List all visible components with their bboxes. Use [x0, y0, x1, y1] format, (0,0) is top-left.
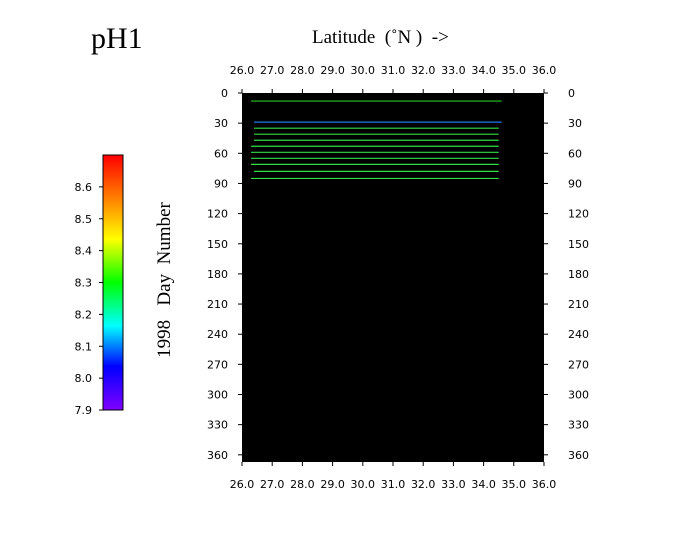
x-tick-label-top: 29.0 [320, 64, 345, 77]
y-tick-label-left: 210 [207, 298, 228, 311]
x-tick-label-top: 30.0 [351, 64, 376, 77]
y-tick-label-right: 0 [568, 87, 575, 100]
y-tick-label-left: 330 [207, 419, 228, 432]
x-tick-label-top: 34.0 [471, 64, 496, 77]
y-tick-label-right: 60 [568, 147, 582, 160]
x-tick-label-top: 26.0 [230, 64, 255, 77]
y-tick-label-left: 360 [207, 449, 228, 462]
x-tick-label-bottom: 27.0 [260, 478, 285, 491]
colorbar: 8.6 8.5 8.4 8.3 8.2 8.1 8.0 7.9 [75, 154, 124, 417]
x-tick-label-bottom: 34.0 [471, 478, 496, 491]
x-tick-label-top: 33.0 [441, 64, 466, 77]
colorbar-tick-label: 8.1 [75, 340, 93, 353]
colorbar-tick-label: 8.6 [75, 181, 93, 194]
y-tick-label-right: 330 [568, 419, 589, 432]
colorbar-tick-label: 8.5 [75, 213, 93, 226]
x-tick-label-top: 28.0 [290, 64, 315, 77]
colorbar-tick-label: 7.9 [75, 404, 93, 417]
x-tick-label-top: 31.0 [381, 64, 406, 77]
plot-title: pH1 [91, 22, 143, 55]
y-tick-label-left: 120 [207, 208, 228, 221]
y-tick-label-left: 150 [207, 238, 228, 251]
y-tick-label-left: 180 [207, 268, 228, 281]
y-tick-label-right: 360 [568, 449, 589, 462]
y-tick-label-left: 90 [214, 177, 228, 190]
colorbar-gradient [102, 154, 124, 411]
data-segments [251, 100, 502, 180]
y-tick-label-right: 300 [568, 389, 589, 402]
x-tick-label-top: 36.0 [532, 64, 557, 77]
x-axis-title: Latitude (˚N ) -> [312, 27, 449, 48]
y-tick-label-left: 300 [207, 389, 228, 402]
colorbar-tick-label: 8.0 [75, 372, 93, 385]
x-tick-label-bottom: 33.0 [441, 478, 466, 491]
axes: 26.0 26.0 27.0 27.0 28.0 28.0 29.0 29.0 30.0 30.0… [207, 64, 589, 491]
x-tick-label-bottom: 28.0 [290, 478, 315, 491]
y-tick-label-left: 0 [221, 87, 228, 100]
y-tick-label-right: 180 [568, 268, 589, 281]
y-tick-label-right: 30 [568, 117, 582, 130]
x-tick-label-bottom: 31.0 [381, 478, 406, 491]
y-tick-label-left: 240 [207, 328, 228, 341]
x-tick-label-top: 32.0 [411, 64, 436, 77]
x-tick-label-bottom: 36.0 [532, 478, 557, 491]
x-tick-label-bottom: 26.0 [230, 478, 255, 491]
colorbar-tick-label: 8.2 [75, 308, 93, 321]
x-tick-label-top: 35.0 [502, 64, 527, 77]
y-tick-label-right: 270 [568, 358, 589, 371]
colorbar-tick-label: 8.4 [75, 245, 93, 258]
y-tick-label-left: 270 [207, 358, 228, 371]
x-tick-label-bottom: 32.0 [411, 478, 436, 491]
plot-area [242, 93, 544, 462]
x-tick-label-bottom: 29.0 [320, 478, 345, 491]
x-tick-label-top: 27.0 [260, 64, 285, 77]
y-tick-label-left: 60 [214, 147, 228, 160]
y-tick-label-right: 90 [568, 177, 582, 190]
y-tick-label-right: 240 [568, 328, 589, 341]
y-tick-label-right: 150 [568, 238, 589, 251]
y-tick-label-right: 210 [568, 298, 589, 311]
x-tick-label-bottom: 35.0 [502, 478, 527, 491]
y-tick-label-right: 120 [568, 208, 589, 221]
y-tick-label-left: 30 [214, 117, 228, 130]
x-tick-label-bottom: 30.0 [351, 478, 376, 491]
colorbar-tick-label: 8.3 [75, 277, 93, 290]
